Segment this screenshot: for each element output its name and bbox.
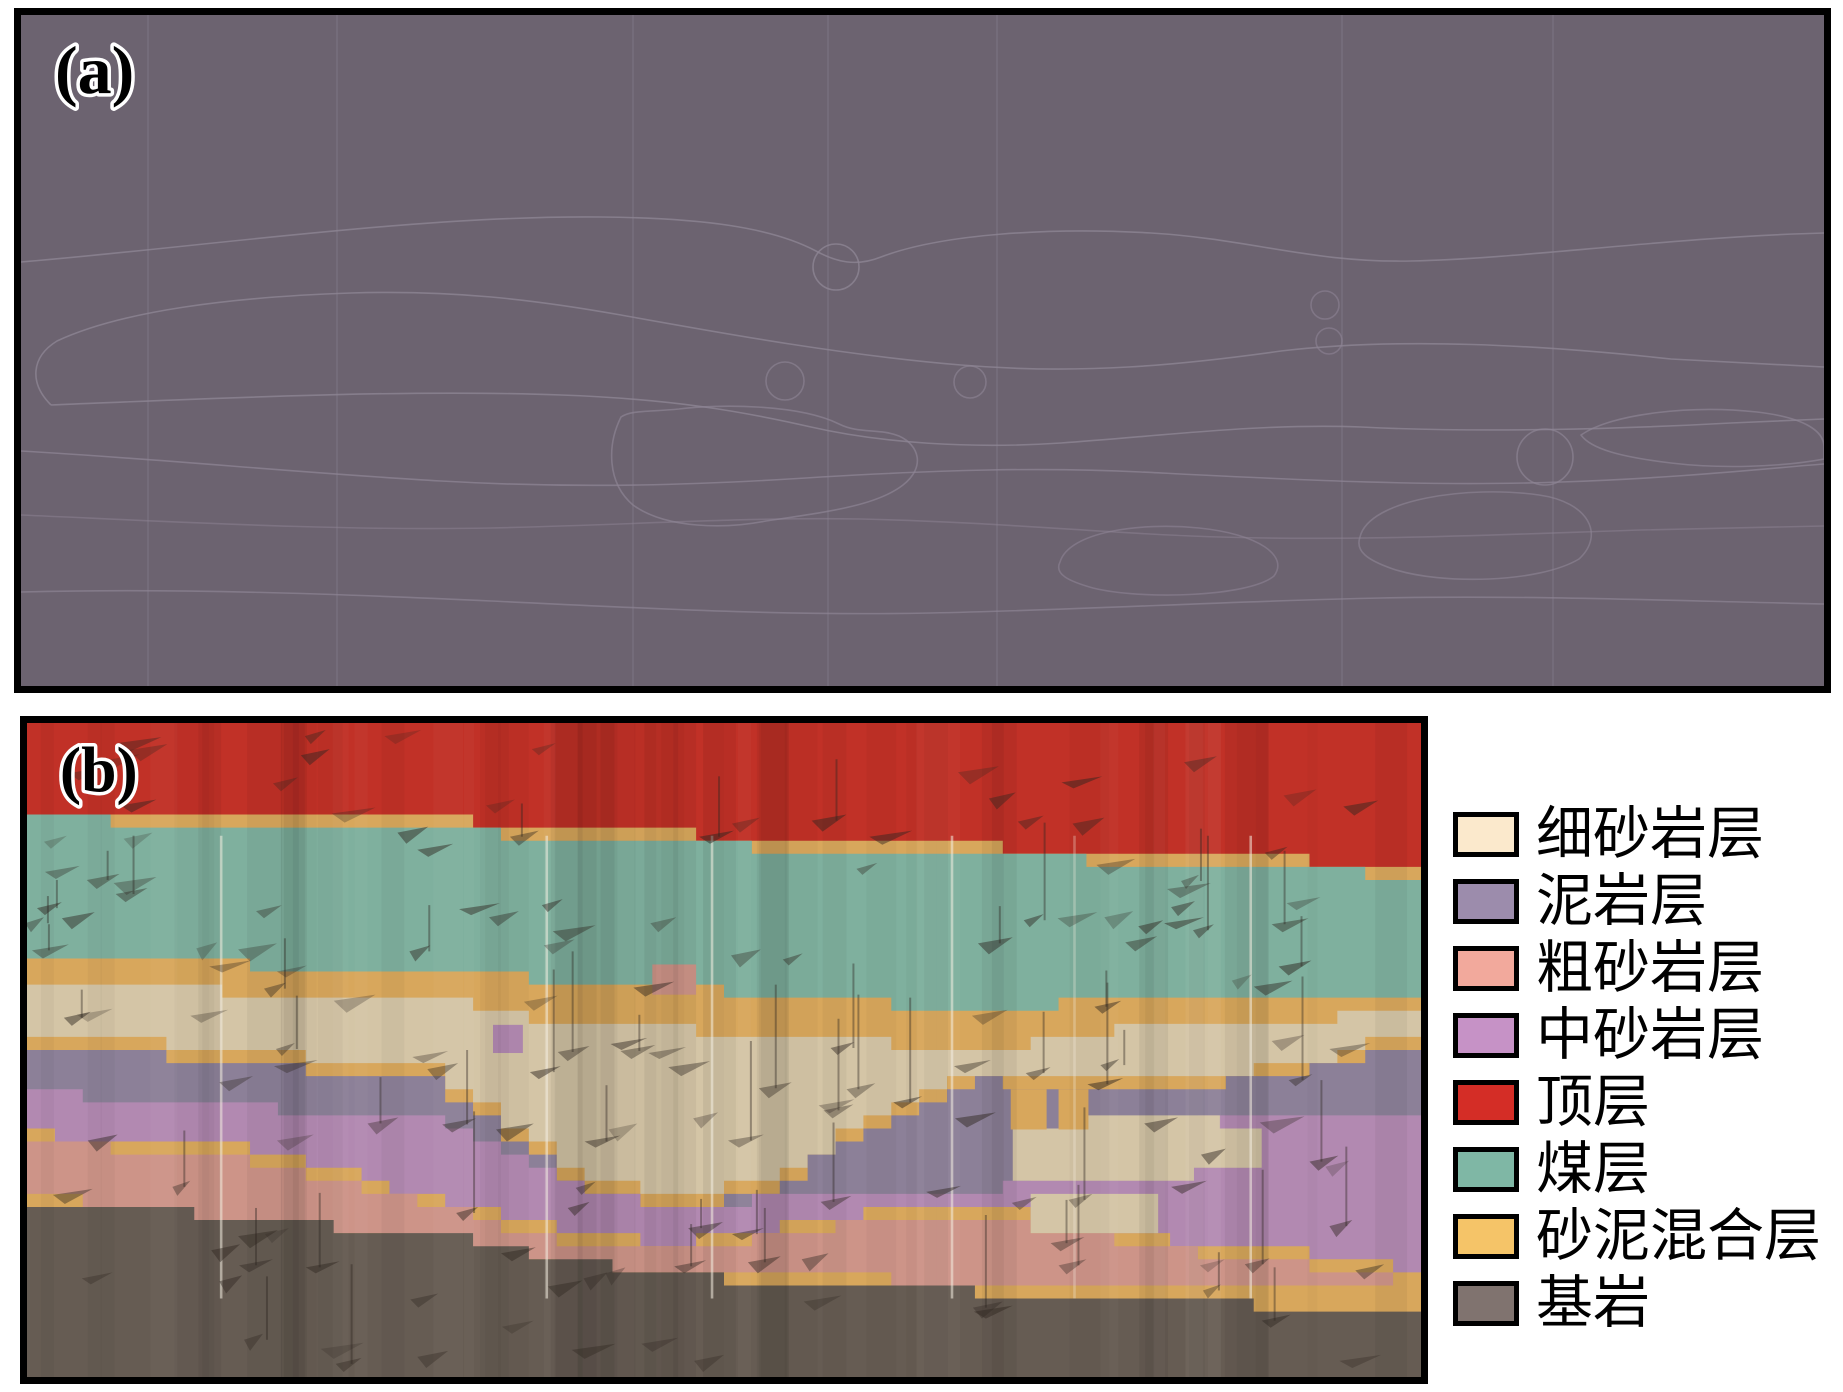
- survey-section-panel: (a): [14, 8, 1831, 693]
- legend-item: 中砂岩层: [1453, 1002, 1821, 1069]
- legend-label: 顶层: [1536, 1071, 1650, 1134]
- legend-color-swatch: [1453, 946, 1519, 991]
- legend-color-swatch: [1453, 1080, 1519, 1125]
- geology-section-panel: (b): [20, 716, 1428, 1384]
- legend-item: 砂泥混合层: [1453, 1203, 1821, 1270]
- geology-layers: [27, 723, 1421, 1377]
- legend-color-swatch: [1453, 1147, 1519, 1192]
- legend-color-swatch: [1453, 1214, 1519, 1259]
- legend-item: 粗砂岩层: [1453, 935, 1821, 1002]
- legend-item: 煤层: [1453, 1136, 1821, 1203]
- legend: 细砂岩层 泥岩层 粗砂岩层 中砂岩层 顶层 煤层 砂泥混合层 基岩: [1453, 801, 1821, 1337]
- legend-color-swatch: [1453, 812, 1519, 857]
- legend-item: 细砂岩层: [1453, 801, 1821, 868]
- legend-label: 煤层: [1536, 1138, 1650, 1201]
- legend-label: 中砂岩层: [1536, 1004, 1764, 1067]
- legend-item: 顶层: [1453, 1069, 1821, 1136]
- legend-item: 基岩: [1453, 1270, 1821, 1337]
- survey-grid-lines: [147, 15, 1554, 686]
- legend-label: 泥岩层: [1536, 870, 1707, 933]
- legend-label: 砂泥混合层: [1536, 1205, 1821, 1268]
- legend-item: 泥岩层: [1453, 868, 1821, 935]
- legend-label: 粗砂岩层: [1536, 937, 1764, 1000]
- panel-b-label: (b): [60, 734, 138, 805]
- legend-color-swatch: [1453, 1013, 1519, 1058]
- panel-a-label: (a): [55, 32, 134, 108]
- legend-label: 基岩: [1536, 1272, 1650, 1335]
- legend-color-swatch: [1453, 879, 1519, 924]
- contour-lines: [21, 216, 1824, 615]
- geology-section-svg: (b): [27, 723, 1421, 1377]
- survey-contours-svg: (a): [21, 15, 1824, 686]
- legend-color-swatch: [1453, 1281, 1519, 1326]
- legend-label: 细砂岩层: [1536, 803, 1764, 866]
